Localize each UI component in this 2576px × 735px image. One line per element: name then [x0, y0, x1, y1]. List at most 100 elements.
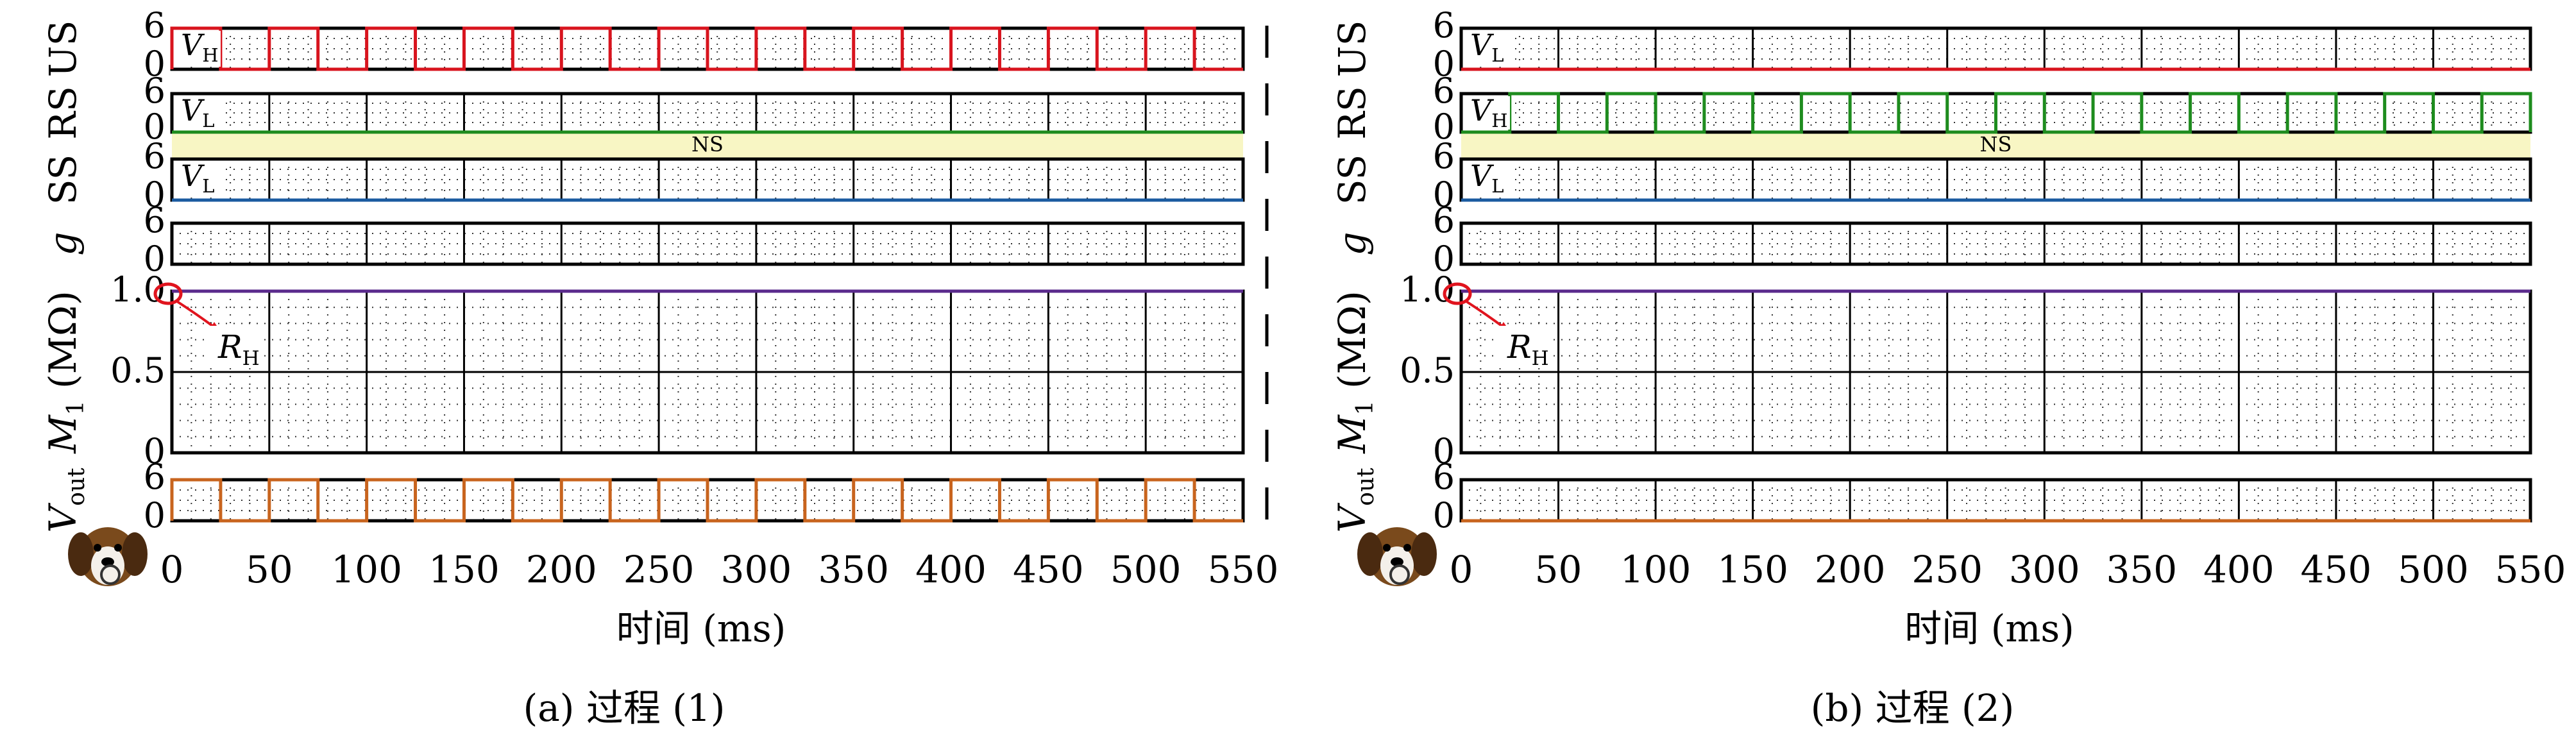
level-tag: VL — [1470, 28, 1504, 66]
tag-backdrop — [1465, 31, 1510, 67]
y-axis-label: g — [41, 232, 85, 255]
y-tick-label: 6 — [1433, 71, 1455, 111]
y-axis-label: Vout — [41, 468, 90, 533]
annotation-label: RH — [217, 328, 260, 370]
x-tick-label: 0 — [1450, 548, 1473, 591]
y-axis-label-text: g — [1330, 232, 1374, 255]
dog-nose — [1391, 557, 1403, 566]
dog-eye — [94, 544, 101, 552]
dog-ear — [68, 532, 94, 576]
tag-backdrop — [176, 96, 221, 130]
panel-vout: 06 Vout — [1330, 457, 2532, 536]
x-tick-label: 400 — [2203, 548, 2275, 591]
tag-backdrop — [1465, 96, 1510, 130]
y-tick-label: 0.5 — [1400, 350, 1455, 391]
y-tick-label: 0 — [144, 174, 165, 215]
y-tick-label: 6 — [144, 457, 165, 497]
ns-band — [172, 132, 1243, 159]
panel-m1: 00.51.0M1 (MΩ) RH — [41, 269, 1245, 471]
panel-us: 06 US VH — [41, 5, 1245, 84]
x-tick-label: 550 — [2495, 548, 2566, 591]
dog-eye — [1403, 544, 1411, 552]
annotation-circle — [153, 282, 183, 305]
tag-backdrop — [176, 162, 221, 198]
level-tag: VL — [181, 158, 215, 197]
annotation-backdrop — [1496, 326, 1550, 367]
y-axis-label-text: RS — [1330, 86, 1374, 139]
figure-caption: (a) 过程 (1) — [523, 686, 725, 730]
panel-us: 06 US VL — [1330, 5, 2532, 84]
y-axis-label-text: SS — [41, 155, 85, 205]
y-axis-label-text: g — [41, 232, 85, 255]
y-tick-label: 6 — [144, 5, 165, 46]
y-tick-label: 0 — [1433, 106, 1455, 147]
y-axis-label: M1 (MΩ) — [1330, 291, 1378, 453]
x-tick-label: 100 — [1620, 548, 1691, 591]
ns-band — [1461, 132, 2530, 159]
y-tick-label: 0 — [144, 106, 165, 147]
panel-ss: 06 SS VL — [41, 136, 1245, 215]
x-tick-label: 200 — [526, 548, 597, 591]
panel-frame — [170, 157, 1245, 202]
y-tick-label: 0 — [1433, 431, 1455, 471]
x-axis-label: 时间 (ms) — [616, 607, 786, 650]
y-tick-label: 6 — [1433, 5, 1455, 46]
y-tick-label: 0 — [144, 495, 165, 536]
x-tick-label: 300 — [721, 548, 792, 591]
y-axis-label: US — [1330, 21, 1374, 78]
y-axis-label: SS — [41, 155, 85, 205]
signal-trace — [170, 26, 1243, 71]
x-tick-label: 150 — [428, 548, 500, 591]
y-tick-label: 0 — [1433, 495, 1455, 536]
panel-frame — [170, 221, 1245, 266]
y-axis-label: RS — [1330, 86, 1374, 139]
y-tick-label: 0 — [144, 44, 165, 84]
panel-frame — [170, 92, 1245, 134]
ns-band-label: NS — [691, 132, 724, 156]
x-tick-label: 400 — [915, 548, 987, 591]
y-axis-label: Vout — [1330, 468, 1379, 533]
x-tick-label: 450 — [2301, 548, 2372, 591]
y-axis-label: SS — [1330, 155, 1374, 205]
dog-eye — [1383, 544, 1391, 552]
level-tag: VL — [181, 93, 215, 131]
panel-m1: 00.51.0M1 (MΩ) RH — [1330, 269, 2532, 471]
x-tick-label: 100 — [331, 548, 402, 591]
x-axis-label: 时间 (ms) — [1904, 607, 2074, 650]
dog-mascot-icon — [1357, 527, 1437, 586]
panel-g: 06 g — [1330, 200, 2532, 279]
y-axis-label: g — [1330, 232, 1374, 255]
y-tick-label: 0 — [1433, 174, 1455, 215]
y-axis-label: US — [41, 21, 85, 78]
signal-trace — [170, 478, 1243, 523]
annotation-circle — [1443, 282, 1472, 305]
y-tick-label: 6 — [1433, 200, 1455, 241]
y-axis-label-text: US — [1330, 21, 1374, 78]
dog-magnifier — [100, 564, 121, 585]
y-axis-label-text: M1 (MΩ) — [41, 291, 89, 453]
annotation-backdrop — [207, 326, 260, 367]
level-tag: VH — [181, 28, 219, 66]
annotation-label: RH — [1507, 328, 1549, 370]
x-tick-label: 50 — [1535, 548, 1582, 591]
y-tick-label: 0 — [1433, 239, 1455, 279]
x-tick-label: 500 — [1110, 548, 1182, 591]
y-tick-label: 6 — [1433, 136, 1455, 176]
panel-g: 06 g — [41, 200, 1245, 279]
dog-magnifier — [1389, 564, 1410, 585]
panel-ss: 06 SS VL — [1330, 136, 2532, 215]
y-tick-label: 0 — [144, 431, 165, 471]
x-tick-label: 300 — [2009, 548, 2080, 591]
signal-trace — [1461, 92, 2532, 134]
ns-band-label: NS — [1980, 132, 2012, 156]
y-tick-label: 0 — [144, 239, 165, 279]
x-tick-label: 550 — [1208, 548, 1279, 591]
tag-backdrop — [176, 31, 221, 67]
panel-vout: 06 Vout — [41, 457, 1245, 536]
tag-backdrop — [1465, 162, 1510, 198]
y-axis-label-text: M1 (MΩ) — [1330, 291, 1378, 453]
x-tick-label: 0 — [160, 548, 184, 591]
y-tick-label: 6 — [144, 71, 165, 111]
